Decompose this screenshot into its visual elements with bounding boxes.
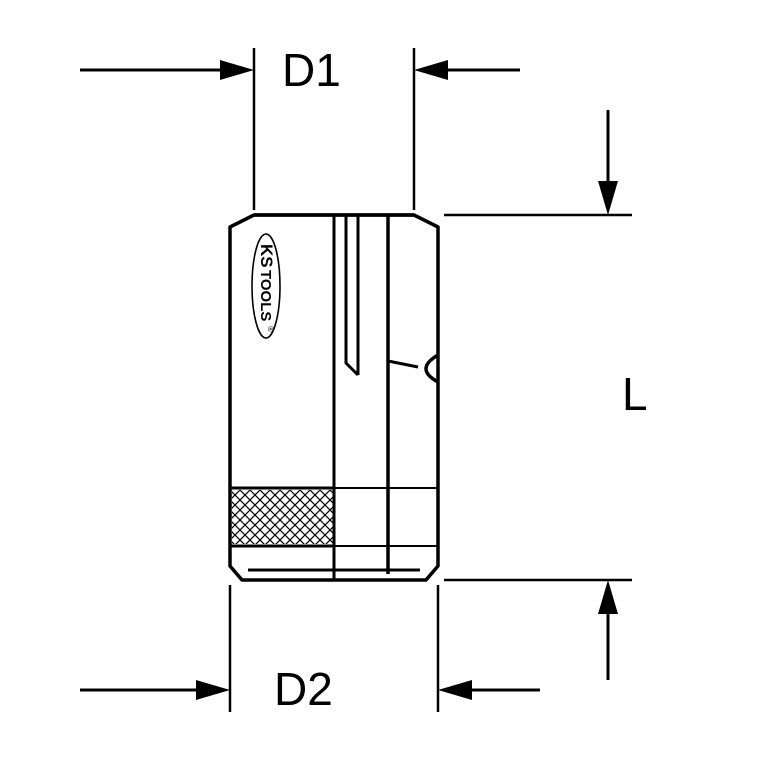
socket-body: KS TOOLS ® bbox=[230, 215, 438, 580]
d2-label: D2 bbox=[274, 663, 333, 715]
svg-text:®: ® bbox=[266, 326, 275, 332]
dimension-d1: D1 bbox=[80, 44, 520, 210]
d1-label: D1 bbox=[282, 44, 341, 96]
l-label: L bbox=[622, 368, 648, 420]
ks-tools-logo: KS TOOLS ® bbox=[252, 234, 280, 338]
dimension-l: L bbox=[444, 110, 648, 680]
svg-text:TOOLS: TOOLS bbox=[257, 270, 274, 321]
technical-drawing: KS TOOLS ® D1 D2 L bbox=[0, 0, 772, 772]
dimension-d2: D2 bbox=[80, 585, 540, 715]
svg-text:KS: KS bbox=[257, 244, 276, 268]
